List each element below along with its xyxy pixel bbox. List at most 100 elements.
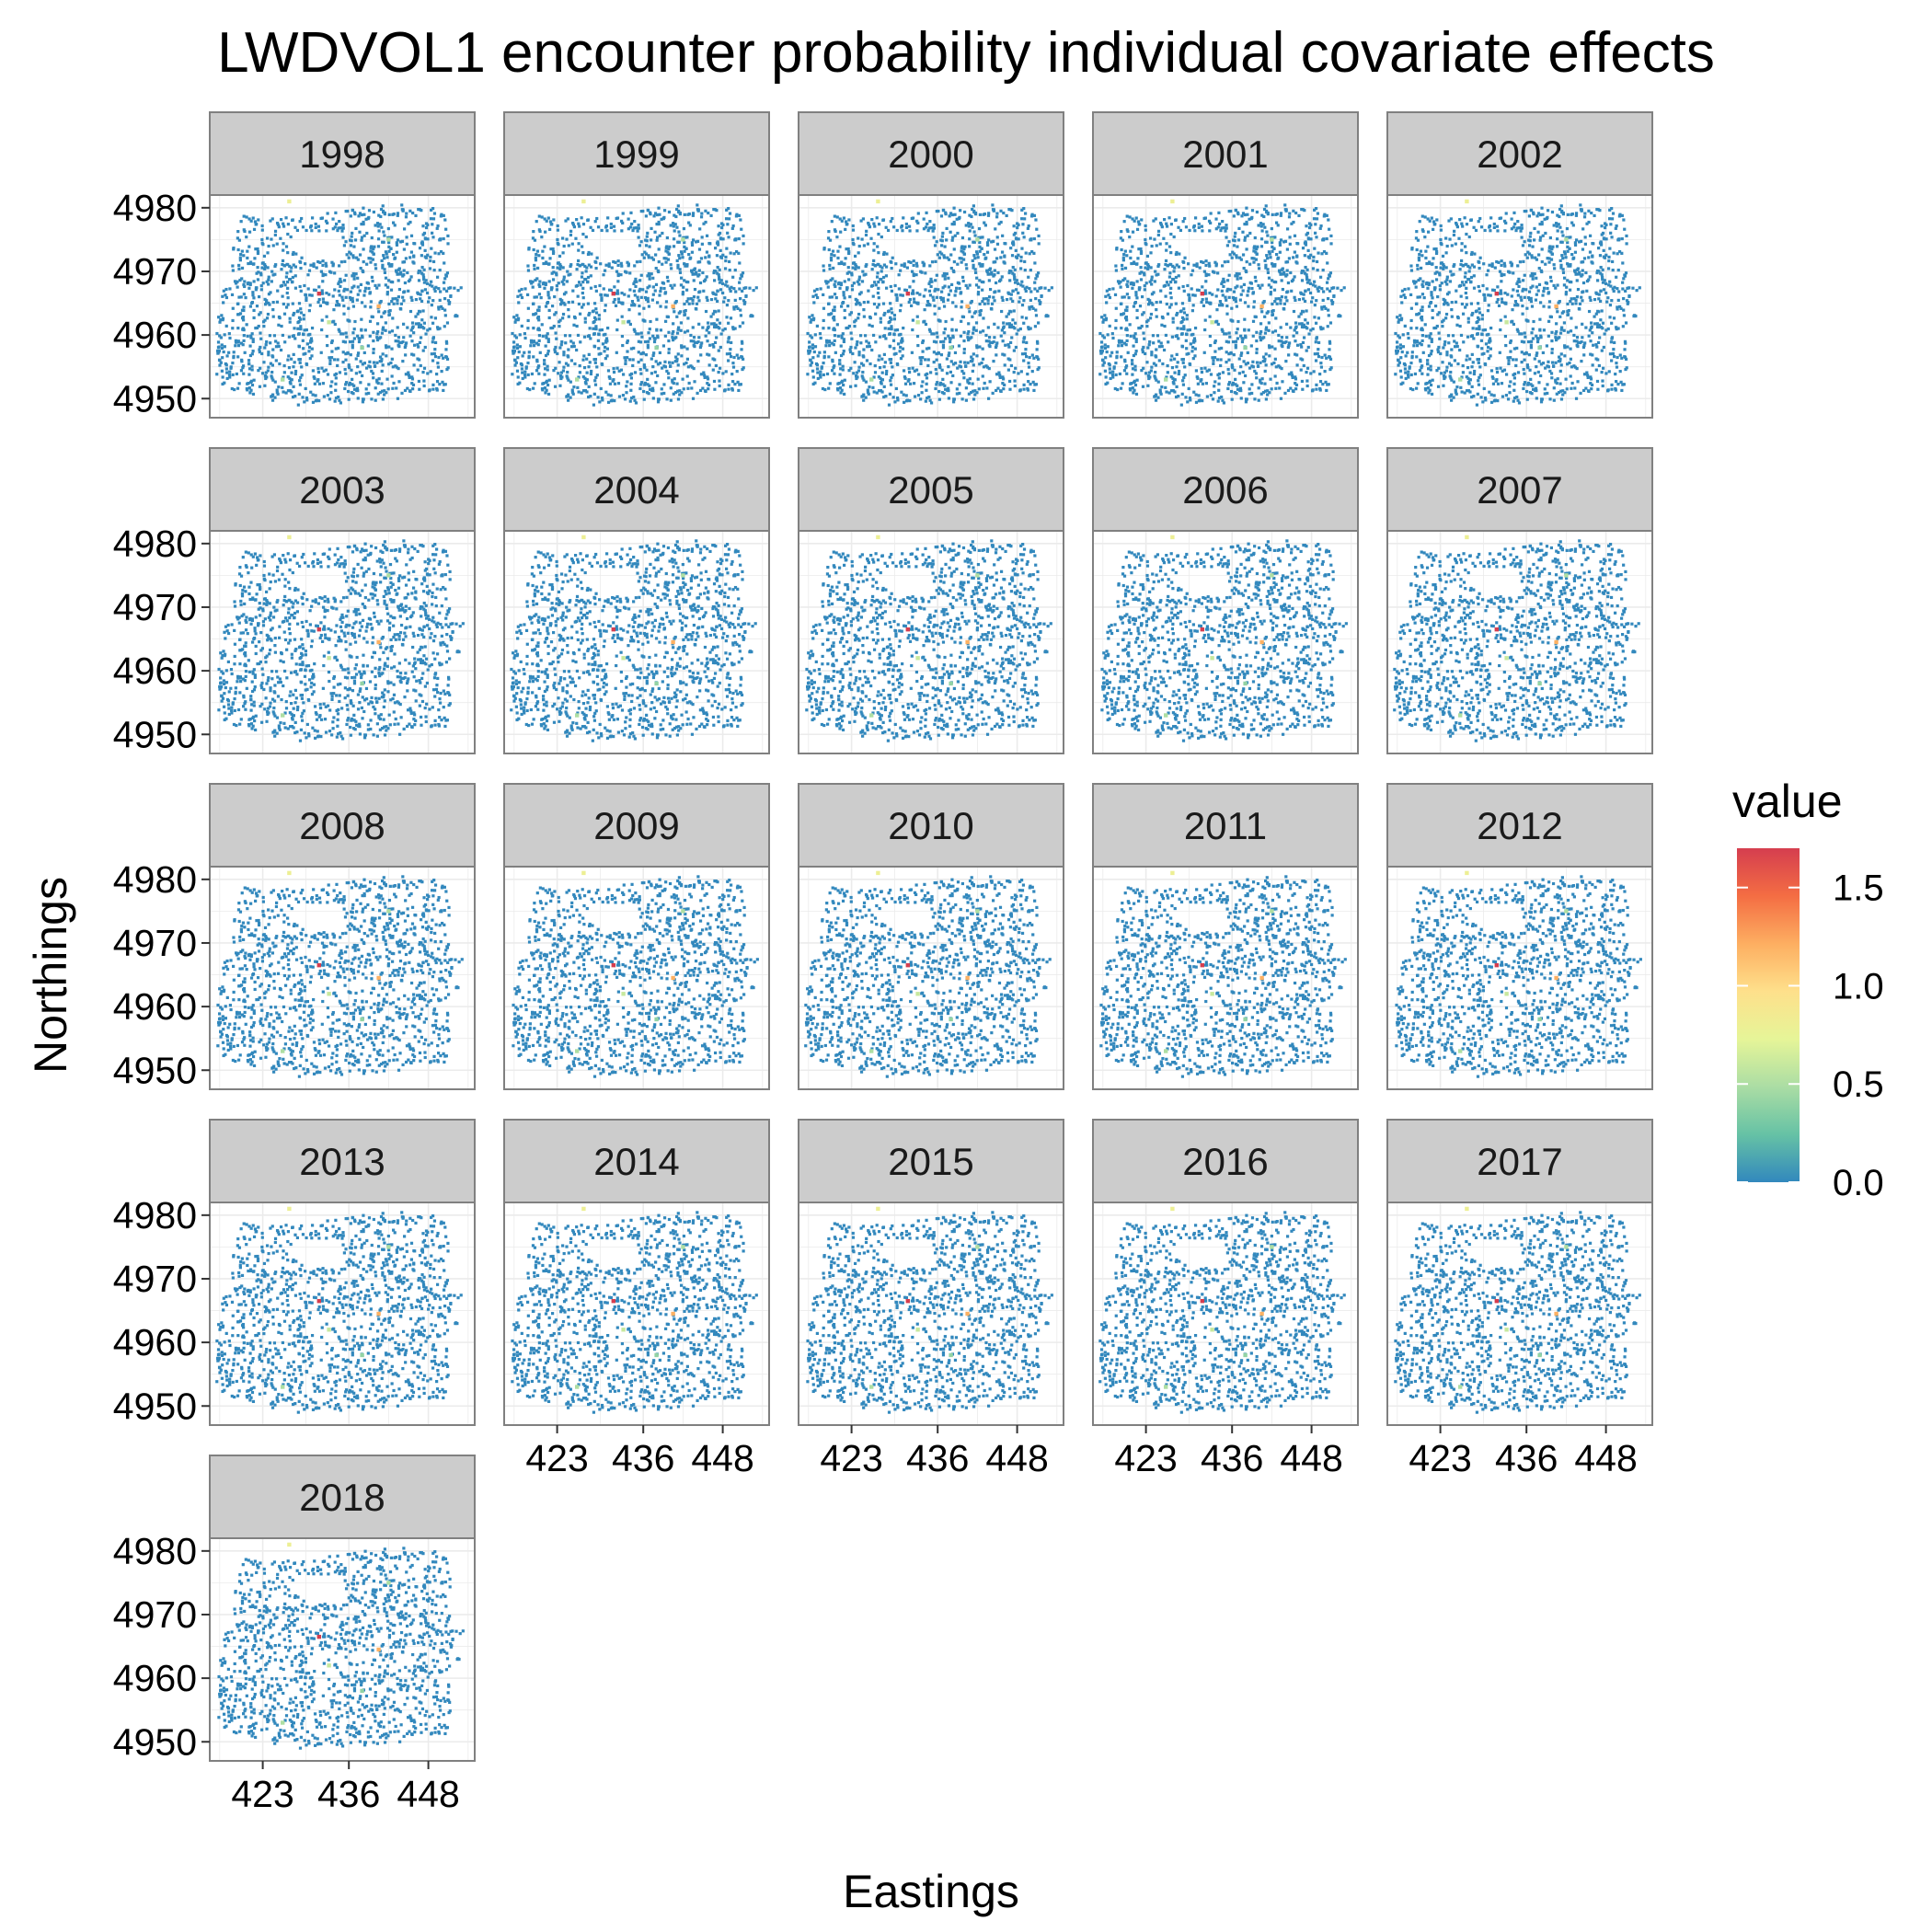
data-point xyxy=(677,352,680,355)
data-point xyxy=(308,309,311,312)
data-point xyxy=(903,375,906,378)
data-point xyxy=(933,224,936,226)
data-point xyxy=(706,299,708,302)
data-point xyxy=(532,230,535,233)
data-point xyxy=(530,341,533,344)
data-point xyxy=(879,336,881,339)
data-point xyxy=(719,232,721,235)
data-point xyxy=(225,371,228,374)
data-point xyxy=(650,372,653,374)
data-point xyxy=(316,378,319,381)
data-point xyxy=(221,356,224,359)
data-point xyxy=(245,236,247,238)
data-point xyxy=(946,257,949,259)
data-point xyxy=(863,244,866,247)
data-point xyxy=(832,267,834,270)
data-point xyxy=(362,397,365,400)
data-point xyxy=(328,293,330,296)
data-point xyxy=(356,389,359,392)
facet-panel-1998: 19984950496049704980 xyxy=(113,112,475,420)
data-point xyxy=(527,374,530,376)
data-point xyxy=(1273,289,1276,292)
data-point xyxy=(678,389,681,392)
data-point xyxy=(1025,355,1028,358)
data-point xyxy=(271,217,274,220)
data-point xyxy=(597,347,600,350)
data-point xyxy=(1008,310,1011,313)
data-point xyxy=(836,323,839,326)
data-point xyxy=(315,399,317,402)
data-point xyxy=(276,243,279,246)
data-point xyxy=(923,264,926,267)
data-point xyxy=(1225,299,1227,302)
data-point xyxy=(589,361,592,363)
data-point xyxy=(587,251,590,254)
data-point xyxy=(232,307,235,310)
data-point xyxy=(590,252,592,255)
data-point xyxy=(646,378,649,381)
data-point xyxy=(662,344,665,347)
data-point xyxy=(912,293,914,295)
data-point xyxy=(446,235,449,237)
data-point xyxy=(410,296,413,299)
data-point xyxy=(1200,378,1202,381)
data-point xyxy=(653,340,656,343)
data-point xyxy=(1019,256,1022,259)
data-point xyxy=(353,320,356,323)
data-point xyxy=(873,242,876,245)
data-point xyxy=(571,301,574,304)
data-point xyxy=(561,281,564,283)
data-point xyxy=(1215,308,1218,311)
data-point xyxy=(649,212,651,214)
data-point xyxy=(696,341,698,344)
data-point xyxy=(420,209,422,212)
data-point xyxy=(718,379,720,382)
data-point xyxy=(418,270,420,272)
data-point xyxy=(1145,282,1148,284)
data-point xyxy=(840,344,843,347)
data-point xyxy=(516,343,519,346)
data-point xyxy=(536,250,539,253)
data-point xyxy=(729,212,731,214)
data-point xyxy=(360,318,362,321)
data-point xyxy=(365,232,368,235)
data-point xyxy=(376,339,379,341)
data-point xyxy=(919,397,922,400)
data-point xyxy=(1033,214,1036,217)
data-point xyxy=(584,321,587,324)
data-point xyxy=(247,382,249,385)
data-point xyxy=(246,387,248,390)
data-point xyxy=(711,292,714,294)
data-point xyxy=(658,260,661,263)
data-point xyxy=(274,230,277,233)
data-point xyxy=(929,285,932,288)
data-point xyxy=(367,344,370,347)
data-point xyxy=(408,280,410,282)
data-point xyxy=(889,379,891,382)
data-point xyxy=(654,381,657,384)
data-point xyxy=(608,289,611,292)
data-point xyxy=(424,249,427,252)
data-point xyxy=(697,336,700,339)
data-point xyxy=(890,307,892,310)
data-point xyxy=(830,279,833,282)
data-point xyxy=(629,383,632,385)
data-point xyxy=(538,280,541,282)
data-point xyxy=(667,372,670,374)
data-point xyxy=(328,270,331,273)
data-point xyxy=(320,367,323,370)
data-point xyxy=(707,321,709,324)
data-point xyxy=(420,300,423,303)
data-point xyxy=(538,230,541,233)
data-point xyxy=(541,250,544,253)
data-point xyxy=(684,313,686,316)
data-point xyxy=(408,221,411,224)
data-point xyxy=(543,362,546,365)
data-point xyxy=(387,303,390,305)
data-point xyxy=(940,252,943,255)
data-point xyxy=(680,250,683,253)
data-point xyxy=(621,302,624,305)
data-point xyxy=(300,365,303,368)
data-point xyxy=(557,224,559,227)
data-point xyxy=(944,328,947,330)
